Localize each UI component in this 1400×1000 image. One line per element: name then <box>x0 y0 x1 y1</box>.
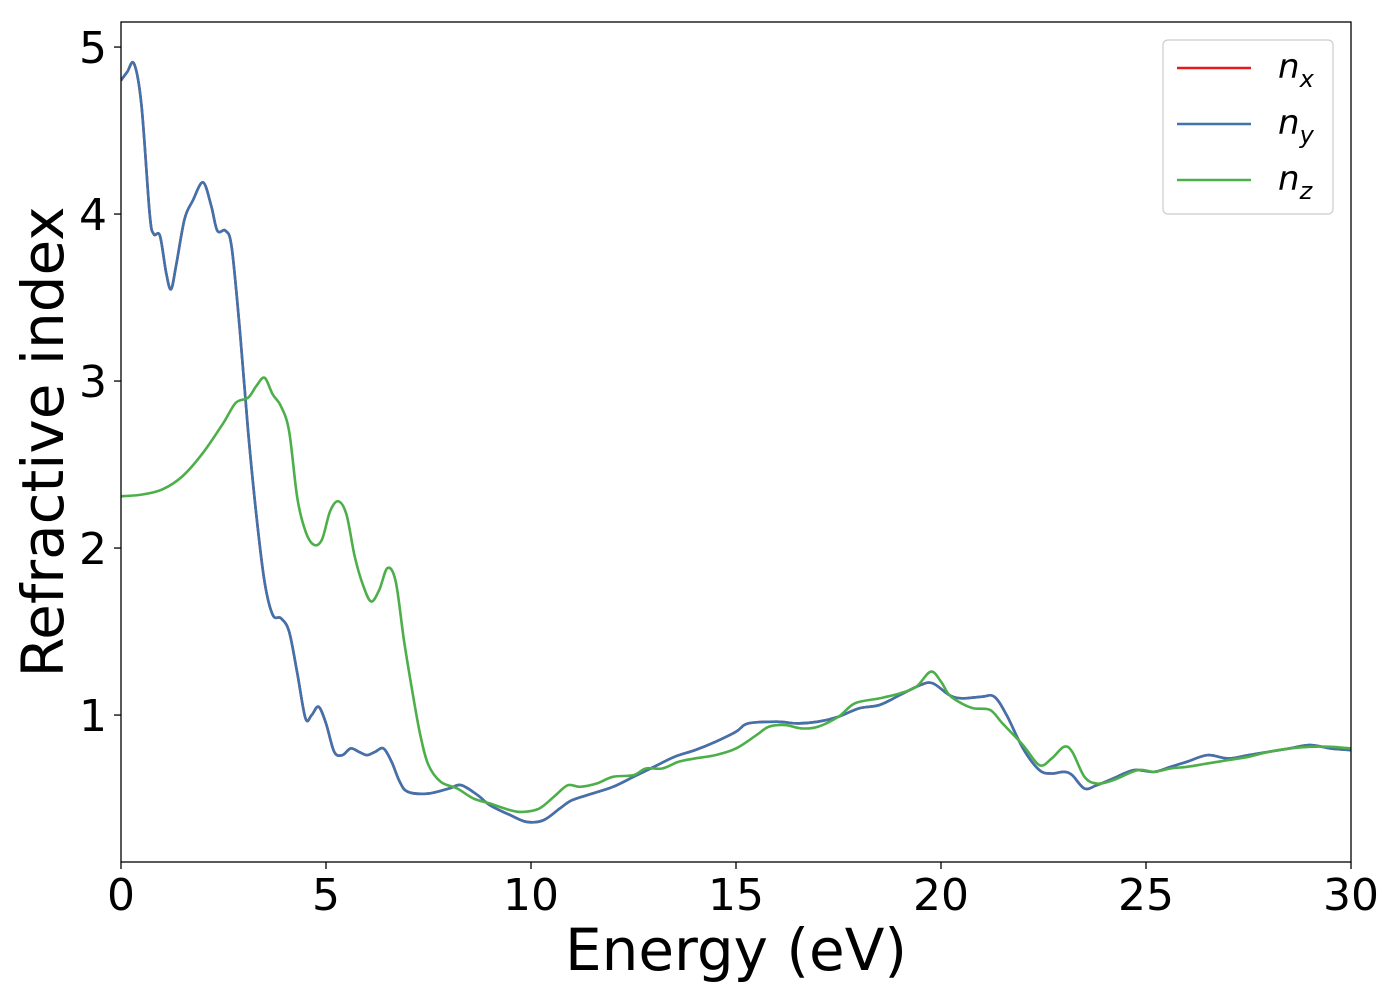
x-tick-label: 0 <box>107 870 135 921</box>
y-axis-title: Refractive index <box>9 206 77 677</box>
x-tick-label: 15 <box>708 870 764 921</box>
legend-label: nx <box>1278 47 1315 93</box>
y-tick-label: 2 <box>79 524 107 575</box>
y-tick-label: 1 <box>79 691 107 742</box>
x-tick-label: 5 <box>312 870 340 921</box>
x-tick-label: 10 <box>503 870 559 921</box>
legend: nx ny nz <box>1162 39 1334 215</box>
series-line-n-y <box>121 61 1351 824</box>
y-tick-label: 4 <box>79 190 107 241</box>
legend-label: nz <box>1278 159 1314 205</box>
series-line-n-z <box>121 376 1351 814</box>
x-tick-label: 20 <box>913 870 969 921</box>
series-layer <box>121 61 1351 824</box>
y-tick-label: 3 <box>79 357 107 408</box>
x-tick-label: 25 <box>1118 870 1174 921</box>
x-tick-label: 30 <box>1323 870 1379 921</box>
x-axis-ticks: 0 5 10 15 20 25 30 <box>107 862 1379 921</box>
y-axis-ticks: 1 2 3 4 5 <box>79 23 121 742</box>
x-axis-title: Energy (eV) <box>565 916 907 984</box>
legend-label: ny <box>1278 103 1315 149</box>
y-tick-label: 5 <box>79 23 107 74</box>
legend-box <box>1162 39 1334 215</box>
